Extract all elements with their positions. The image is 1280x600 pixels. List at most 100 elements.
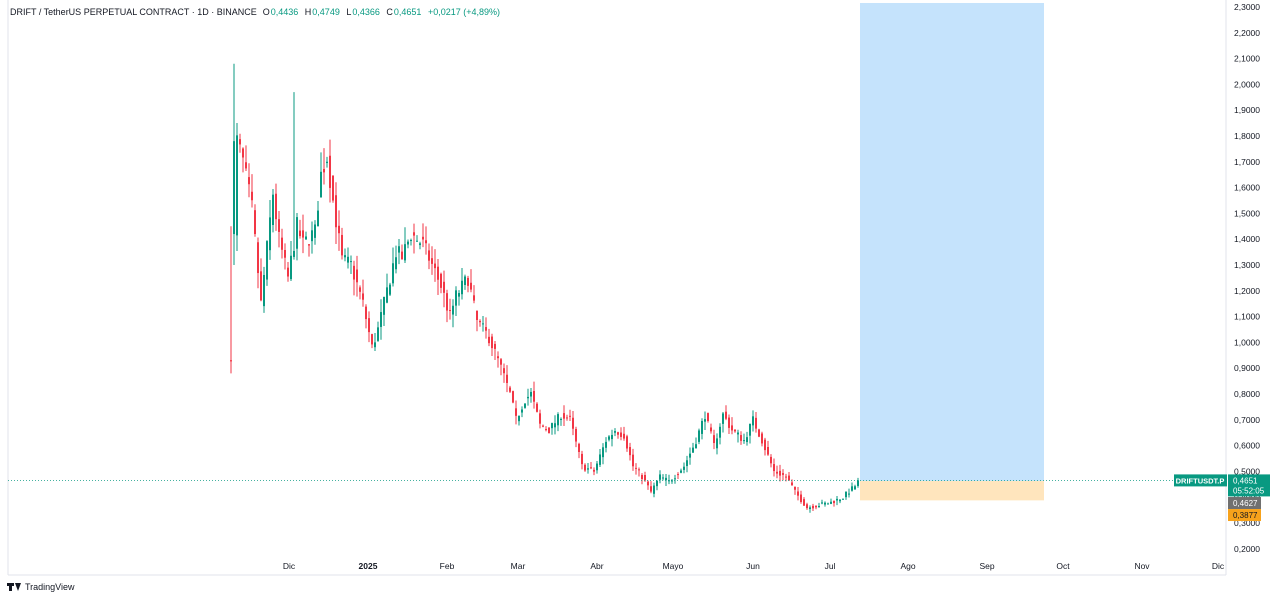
symbol-title[interactable]: DRIFT / TetherUS PERPETUAL CONTRACT · 1D… — [10, 7, 257, 17]
candle[interactable] — [431, 246, 433, 275]
candle[interactable] — [296, 213, 298, 261]
candle[interactable] — [779, 464, 781, 482]
candle[interactable] — [410, 238, 412, 246]
candle[interactable] — [248, 163, 250, 198]
candle[interactable] — [725, 405, 727, 421]
candle[interactable] — [434, 249, 436, 282]
candle[interactable] — [737, 429, 739, 443]
candle[interactable] — [545, 426, 547, 432]
candle[interactable] — [356, 255, 358, 297]
candle[interactable] — [635, 463, 637, 475]
candle[interactable] — [449, 298, 451, 320]
candle[interactable] — [374, 333, 376, 351]
candle[interactable] — [845, 491, 847, 500]
candle[interactable] — [776, 465, 778, 479]
candle[interactable] — [341, 227, 343, 260]
candle[interactable] — [398, 238, 400, 265]
tradingview-footer[interactable]: TradingView — [7, 582, 75, 592]
candle[interactable] — [740, 431, 742, 445]
candle[interactable] — [290, 240, 292, 281]
candle[interactable] — [749, 423, 751, 444]
candle[interactable] — [830, 498, 832, 505]
candle[interactable] — [695, 437, 697, 449]
candle[interactable] — [650, 481, 652, 494]
candle[interactable] — [479, 319, 481, 327]
candle[interactable] — [641, 473, 643, 485]
candle[interactable] — [284, 243, 286, 270]
candle[interactable] — [608, 435, 610, 442]
candle[interactable] — [251, 174, 253, 208]
candle[interactable] — [380, 299, 382, 340]
candle[interactable] — [314, 220, 316, 245]
candle[interactable] — [734, 428, 736, 433]
candle[interactable] — [350, 255, 352, 274]
candle[interactable] — [536, 402, 538, 413]
candle[interactable] — [614, 428, 616, 437]
candle[interactable] — [305, 231, 307, 240]
candle[interactable] — [473, 285, 475, 304]
candle[interactable] — [857, 477, 859, 488]
candle[interactable] — [626, 434, 628, 452]
candle[interactable] — [554, 415, 556, 435]
candle[interactable] — [764, 437, 766, 456]
candle[interactable] — [557, 412, 559, 432]
candle[interactable] — [680, 468, 682, 474]
candle[interactable] — [671, 478, 673, 484]
candle[interactable] — [743, 433, 745, 444]
candle[interactable] — [365, 304, 367, 329]
candle[interactable] — [491, 333, 493, 356]
candle[interactable] — [323, 148, 325, 185]
candle[interactable] — [293, 92, 295, 260]
candle[interactable] — [257, 237, 259, 289]
candle[interactable] — [806, 502, 808, 510]
candle[interactable] — [377, 321, 379, 342]
candle[interactable] — [512, 390, 514, 404]
candle[interactable] — [281, 228, 283, 259]
candle[interactable] — [392, 247, 394, 287]
candle[interactable] — [812, 503, 814, 511]
candle[interactable] — [527, 388, 529, 406]
candle[interactable] — [509, 385, 511, 394]
candle[interactable] — [548, 427, 550, 434]
candle[interactable] — [458, 290, 460, 306]
candle[interactable] — [758, 428, 760, 438]
candle[interactable] — [710, 423, 712, 434]
candle[interactable] — [329, 139, 331, 203]
candle[interactable] — [452, 299, 454, 328]
candle[interactable] — [800, 490, 802, 504]
candle[interactable] — [821, 499, 823, 505]
candle[interactable] — [425, 226, 427, 255]
candle[interactable] — [230, 226, 232, 374]
candle[interactable] — [443, 270, 445, 308]
candle[interactable] — [752, 410, 754, 432]
candle[interactable] — [599, 448, 601, 468]
candle[interactable] — [239, 133, 241, 153]
candle[interactable] — [662, 474, 664, 481]
candle[interactable] — [254, 204, 256, 237]
candle[interactable] — [461, 267, 463, 300]
candle[interactable] — [503, 363, 505, 383]
candle[interactable] — [464, 274, 466, 290]
candle[interactable] — [326, 156, 328, 168]
candle[interactable] — [236, 123, 238, 251]
candle[interactable] — [362, 279, 364, 307]
candle[interactable] — [620, 427, 622, 441]
candle[interactable] — [746, 431, 748, 446]
candle[interactable] — [563, 405, 565, 427]
candle[interactable] — [347, 247, 349, 269]
candle[interactable] — [413, 223, 415, 254]
candle[interactable] — [338, 210, 340, 251]
candle[interactable] — [245, 145, 247, 172]
candle[interactable] — [839, 498, 841, 504]
candle[interactable] — [698, 428, 700, 445]
candle[interactable] — [782, 469, 784, 481]
candle[interactable] — [770, 454, 772, 468]
candle[interactable] — [359, 285, 361, 300]
candle[interactable] — [500, 358, 502, 376]
candle[interactable] — [272, 188, 274, 233]
candle[interactable] — [788, 471, 790, 481]
candle[interactable] — [524, 403, 526, 409]
candle[interactable] — [818, 502, 820, 508]
candle[interactable] — [263, 266, 265, 313]
